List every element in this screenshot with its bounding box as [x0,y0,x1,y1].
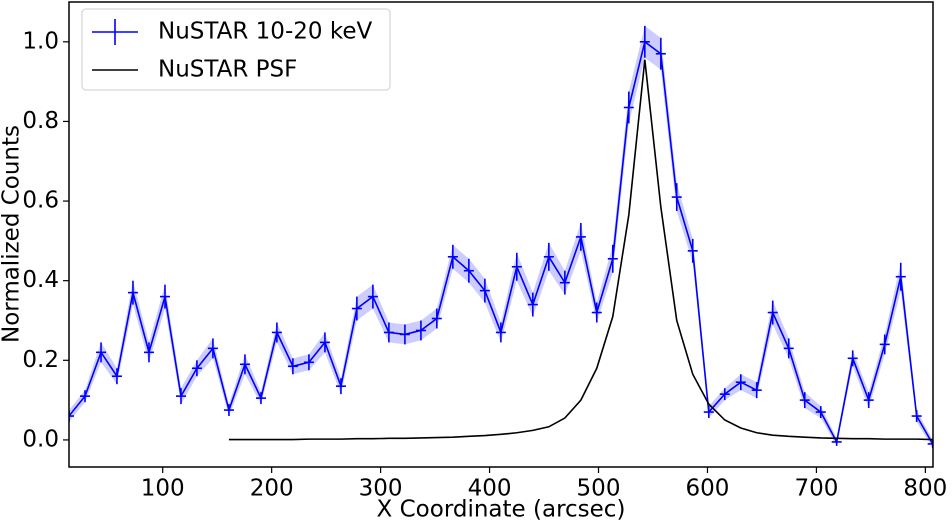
legend-box [81,8,391,91]
x-tick-label: 300 [359,476,403,502]
x-tick-label: 500 [577,476,621,502]
y-tick-label: 0.6 [22,188,59,214]
y-tick-label: 1.0 [22,28,59,54]
y-tick-label: 0.0 [22,426,59,452]
legend: NuSTAR 10-20 keV NuSTAR PSF [81,8,391,91]
x-tick-label: 100 [141,476,185,502]
x-tick-label: 400 [468,476,512,502]
y-tick-label: 0.4 [22,267,59,293]
x-tick-label: 800 [903,476,947,502]
plot-area [69,25,933,448]
legend-label: NuSTAR 10-20 keV [158,19,372,45]
series-line [228,59,933,441]
series-line [69,40,933,445]
y-tick-label: 0.2 [22,347,59,373]
x-tick-label: 700 [794,476,838,502]
y-axis-label: Normalized Counts [0,125,25,343]
y-tick-label: 0.8 [22,108,59,134]
x-tick-label: 200 [250,476,294,502]
legend-label: NuSTAR PSF [158,57,297,83]
x-axis-label: X Coordinate (arcsec) [377,497,626,523]
axes-frame [68,1,934,468]
x-tick-label: 600 [686,476,730,502]
error-band [244,354,261,405]
